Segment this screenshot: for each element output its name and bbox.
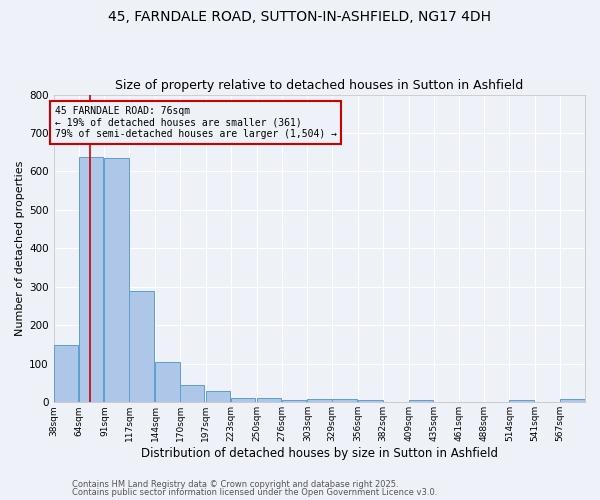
Text: 45, FARNDALE ROAD, SUTTON-IN-ASHFIELD, NG17 4DH: 45, FARNDALE ROAD, SUTTON-IN-ASHFIELD, N… (109, 10, 491, 24)
Bar (257, 398, 281, 402)
Bar (560, 399, 584, 402)
Bar (155, 362, 179, 403)
Bar (307, 399, 332, 402)
Bar (281, 400, 306, 402)
Bar (231, 398, 255, 402)
Bar (129, 290, 154, 403)
Title: Size of property relative to detached houses in Sutton in Ashfield: Size of property relative to detached ho… (115, 79, 523, 92)
X-axis label: Distribution of detached houses by size in Sutton in Ashfield: Distribution of detached houses by size … (141, 447, 498, 460)
Y-axis label: Number of detached properties: Number of detached properties (15, 160, 25, 336)
Bar (332, 399, 356, 402)
Bar (358, 400, 383, 402)
Bar (79, 157, 103, 402)
Bar (206, 391, 230, 402)
Bar (180, 385, 205, 402)
Text: 45 FARNDALE ROAD: 76sqm
← 19% of detached houses are smaller (361)
79% of semi-d: 45 FARNDALE ROAD: 76sqm ← 19% of detache… (55, 106, 337, 140)
Text: Contains public sector information licensed under the Open Government Licence v3: Contains public sector information licen… (72, 488, 437, 497)
Bar (409, 400, 433, 402)
Text: Contains HM Land Registry data © Crown copyright and database right 2025.: Contains HM Land Registry data © Crown c… (72, 480, 398, 489)
Bar (104, 158, 129, 402)
Bar (509, 400, 534, 402)
Bar (53, 344, 78, 403)
